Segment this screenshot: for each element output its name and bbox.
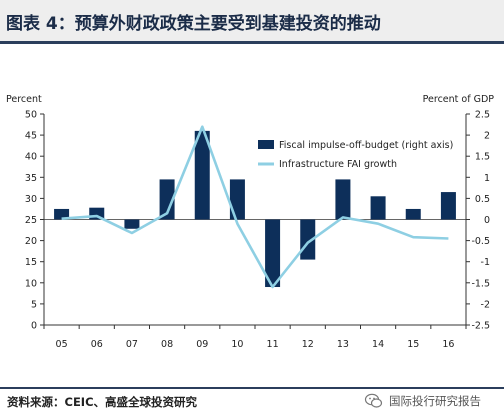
x-tick-label: 16 [442, 339, 454, 350]
left-tick-label: 10 [25, 278, 37, 289]
legend-line-label: Infrastructure FAI growth [279, 159, 397, 170]
watermark-text: 国际投行研究报告 [389, 394, 481, 408]
right-tick-label: 0.5 [475, 194, 490, 205]
bar-07 [124, 219, 140, 229]
bar-11 [265, 219, 281, 288]
left-tick-label: 5 [31, 299, 37, 310]
left-tick-label: 45 [25, 131, 37, 142]
left-tick-label: 50 [25, 110, 37, 121]
bar-05 [54, 208, 70, 220]
legend: Fiscal impulse-off-budget (right axis) I… [258, 140, 453, 170]
left-tick-label: 35 [25, 173, 37, 184]
right-tick-label: 1.5 [475, 152, 490, 163]
x-tick-label: 14 [372, 339, 384, 350]
bar-08 [159, 179, 175, 220]
x-tick-label: 08 [161, 339, 173, 350]
right-tick-label: 1 [484, 173, 490, 184]
right-tick-label: 0 [484, 215, 490, 226]
legend-bar-label: Fiscal impulse-off-budget (right axis) [279, 140, 453, 151]
left-axis-unit: Percent [6, 94, 42, 105]
x-tick-label: 05 [56, 339, 68, 350]
x-tick-label: 09 [196, 339, 208, 350]
bar-06 [89, 207, 105, 220]
x-tick-label: 15 [407, 339, 419, 350]
bar-10 [229, 179, 245, 220]
chart: Percent Percent of GDP 05101520253035404… [6, 94, 495, 351]
right-tick-label: -0.5 [471, 236, 490, 247]
left-tick-label: 15 [25, 257, 37, 268]
left-tick-label: 0 [31, 321, 37, 332]
right-tick-label: -1.5 [471, 278, 490, 289]
watermark: 国际投行研究报告 [364, 390, 481, 412]
bar-series [54, 130, 456, 288]
left-tick-label: 25 [25, 215, 37, 226]
right-tick-label: -2.5 [471, 321, 490, 332]
axes: 05101520253035404550-2.5-2-1.5-1-0.500.5… [25, 110, 490, 351]
x-tick-label: 12 [302, 339, 314, 350]
bar-13 [335, 179, 351, 220]
line-series [61, 125, 449, 289]
left-tick-label: 40 [25, 152, 37, 163]
left-tick-label: 20 [25, 236, 37, 247]
footer-rule [0, 387, 504, 389]
x-tick-label: 06 [91, 339, 103, 350]
bar-16 [440, 192, 456, 220]
bar-14 [370, 196, 386, 220]
x-tick-label: 10 [231, 339, 243, 350]
bar-09 [194, 130, 210, 220]
right-tick-label: -1 [481, 257, 490, 268]
chart-header: 图表 4：预算外财政政策主要受到基建投资的推动 [0, 0, 504, 44]
left-tick-label: 30 [25, 194, 37, 205]
legend-bar-swatch [258, 140, 274, 149]
infrastructure-fai-line [61, 125, 449, 289]
right-tick-label: 2 [484, 131, 490, 142]
bar-15 [405, 208, 421, 220]
x-tick-label: 13 [337, 339, 349, 350]
x-tick-label: 07 [126, 339, 138, 350]
x-tick-label: 11 [267, 339, 279, 350]
wechat-icon [364, 393, 383, 408]
right-tick-label: 2.5 [475, 110, 490, 121]
right-axis-unit: Percent of GDP [423, 94, 495, 105]
source-note: 资料来源：CEIC、高盛全球投资研究 [7, 395, 198, 409]
chart-title: 图表 4：预算外财政政策主要受到基建投资的推动 [6, 14, 381, 34]
right-tick-label: -2 [481, 299, 490, 310]
